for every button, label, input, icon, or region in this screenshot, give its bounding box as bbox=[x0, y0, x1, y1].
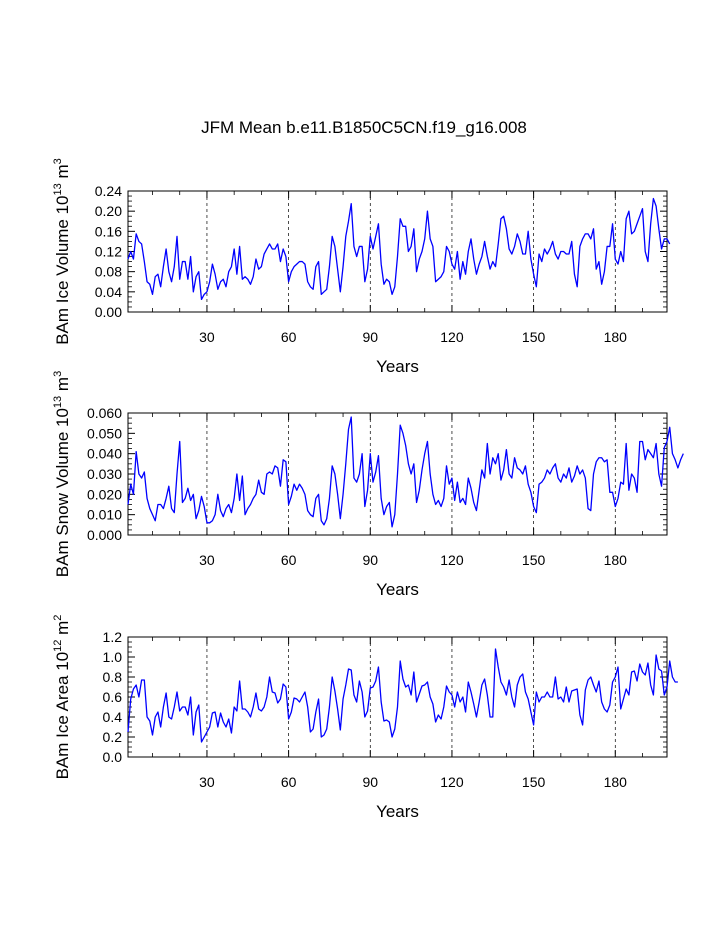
y-tick-label: 0.04 bbox=[95, 284, 122, 300]
y-axis-label: BAm Ice Volume 1013 m3 bbox=[52, 158, 72, 345]
x-tick-label: 60 bbox=[281, 329, 297, 345]
figure-title: JFM Mean b.e11.B1850C5CN.f19_g16.008 bbox=[201, 118, 527, 137]
x-tick-label: 180 bbox=[604, 329, 628, 345]
x-tick-label: 30 bbox=[199, 774, 215, 790]
y-tick-label: 1.2 bbox=[103, 629, 123, 645]
y-tick-label: 0.8 bbox=[103, 669, 123, 685]
x-tick-label: 120 bbox=[440, 774, 464, 790]
y-tick-label: 0.000 bbox=[87, 527, 122, 543]
x-axis-label: Years bbox=[376, 357, 419, 376]
x-tick-label: 180 bbox=[604, 774, 628, 790]
series-line bbox=[127, 197, 671, 301]
y-tick-label: 1.0 bbox=[103, 649, 123, 665]
x-tick-label: 30 bbox=[199, 329, 215, 345]
y-tick-label: 0.0 bbox=[103, 749, 123, 765]
y-tick-label: 0.060 bbox=[87, 405, 122, 421]
x-tick-label: 150 bbox=[522, 552, 546, 568]
x-axis-label: Years bbox=[376, 580, 419, 599]
y-tick-label: 0.00 bbox=[95, 304, 122, 320]
y-tick-label: 0.2 bbox=[103, 729, 123, 745]
y-axis-label: BAm Snow Volume 1013 m3 bbox=[52, 371, 72, 577]
x-axis-label: Years bbox=[376, 802, 419, 821]
x-tick-label: 60 bbox=[281, 552, 297, 568]
x-tick-label: 90 bbox=[362, 552, 378, 568]
y-tick-label: 0.050 bbox=[87, 425, 122, 441]
y-tick-label: 0.12 bbox=[95, 244, 122, 260]
x-tick-label: 90 bbox=[362, 329, 378, 345]
y-tick-label: 0.4 bbox=[103, 709, 123, 725]
y-tick-label: 0.010 bbox=[87, 507, 122, 523]
y-tick-label: 0.24 bbox=[95, 183, 122, 199]
y-tick-label: 0.16 bbox=[95, 223, 122, 239]
x-tick-label: 180 bbox=[604, 552, 628, 568]
x-tick-label: 60 bbox=[281, 774, 297, 790]
series-line bbox=[127, 648, 678, 743]
x-tick-label: 150 bbox=[522, 774, 546, 790]
y-tick-label: 0.6 bbox=[103, 689, 123, 705]
x-tick-label: 90 bbox=[362, 774, 378, 790]
panel-3: 0.0 0.2 0.4 0.6 0.8 1.0 1.2 30 60 90 120 150 180 Year… bbox=[52, 615, 678, 821]
y-tick-label: 0.20 bbox=[95, 203, 122, 219]
x-tick-label: 150 bbox=[522, 329, 546, 345]
y-tick-label: 0.020 bbox=[87, 486, 122, 502]
series-line bbox=[127, 416, 684, 528]
y-tick-label: 0.040 bbox=[87, 446, 122, 462]
x-tick-label: 120 bbox=[440, 329, 464, 345]
panel-2: 0.000 0.010 0.020 0.030 0.040 0.050 0.060 30 60 9… bbox=[52, 371, 684, 599]
x-tick-label: 120 bbox=[440, 552, 464, 568]
panel-1: 0.00 0.04 0.08 0.12 0.16 0.20 0.24 30 60 90 120 150… bbox=[52, 158, 671, 376]
y-axis-label: BAm Ice Area 1012 m2 bbox=[52, 615, 72, 780]
y-tick-label: 0.030 bbox=[87, 466, 122, 482]
x-tick-label: 30 bbox=[199, 552, 215, 568]
panels: 0.00 0.04 0.08 0.12 0.16 0.20 0.24 30 60 90 120 150… bbox=[52, 158, 684, 821]
y-tick-label: 0.08 bbox=[95, 264, 122, 280]
